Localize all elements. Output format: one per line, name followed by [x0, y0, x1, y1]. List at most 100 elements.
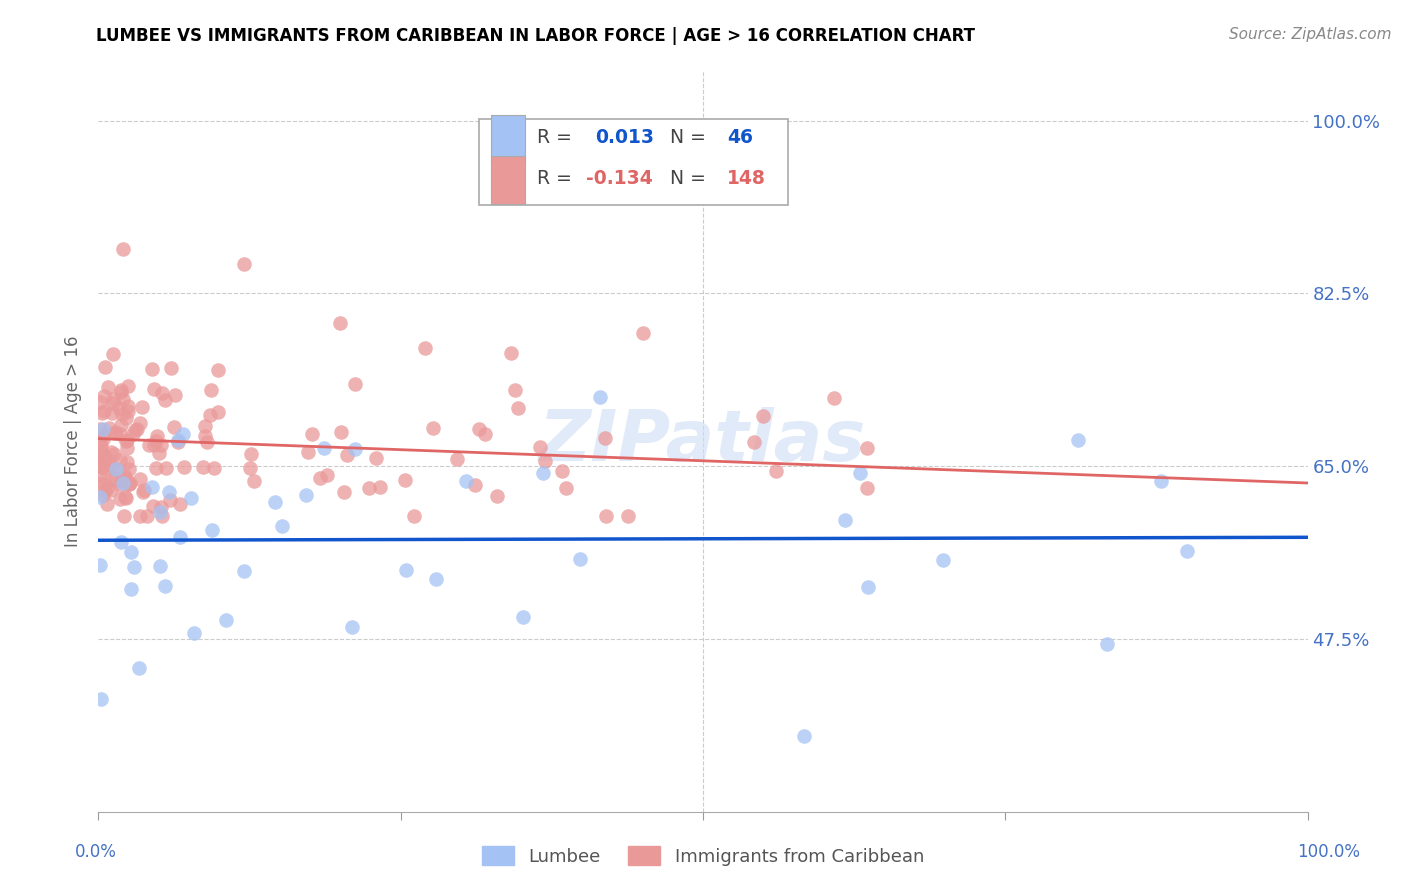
Point: [149, 505, 172, 519]
Point: [112, 508, 135, 523]
Point: [94, 462, 117, 476]
Point: [931, 553, 953, 567]
Point: [141, 480, 163, 494]
Point: [456, 474, 478, 488]
Point: [93, 458, 115, 472]
Point: [364, 451, 387, 466]
Point: [163, 419, 186, 434]
Point: [499, 346, 522, 360]
Point: [531, 467, 554, 481]
Point: [104, 462, 127, 476]
Point: [145, 434, 167, 449]
Point: [128, 508, 150, 523]
Point: [89, 558, 111, 572]
Point: [207, 363, 229, 377]
Point: [413, 341, 436, 355]
Text: 100.0%: 100.0%: [1298, 843, 1360, 861]
Point: [114, 470, 136, 484]
Point: [103, 395, 125, 409]
Point: [167, 434, 190, 448]
Point: [793, 729, 815, 743]
Legend: Lumbee, Immigrants from Caribbean: Lumbee, Immigrants from Caribbean: [474, 839, 932, 873]
Point: [101, 347, 124, 361]
Point: [93, 404, 115, 418]
Point: [89, 475, 111, 490]
Point: [329, 316, 352, 330]
Point: [474, 427, 496, 442]
Text: 0.013: 0.013: [595, 128, 654, 147]
Point: [110, 491, 132, 506]
Point: [104, 426, 127, 441]
Point: [135, 508, 157, 523]
Point: [215, 614, 238, 628]
Point: [107, 401, 129, 415]
Point: [588, 390, 610, 404]
Point: [202, 461, 225, 475]
FancyBboxPatch shape: [492, 156, 526, 204]
Text: R =: R =: [537, 169, 578, 188]
Point: [197, 435, 219, 450]
Point: [115, 433, 138, 447]
Point: [94, 359, 117, 374]
Point: [336, 448, 359, 462]
Point: [89, 467, 111, 482]
Point: [529, 440, 551, 454]
Point: [100, 483, 122, 498]
Point: [855, 441, 877, 455]
Point: [159, 493, 181, 508]
Point: [856, 580, 879, 594]
Point: [404, 508, 426, 523]
Point: [97, 380, 120, 394]
Point: [1097, 637, 1119, 651]
Point: [194, 418, 217, 433]
Point: [467, 422, 489, 436]
Point: [117, 404, 139, 418]
Point: [111, 242, 134, 256]
Point: [120, 544, 142, 558]
Point: [93, 428, 115, 442]
Point: [172, 426, 194, 441]
Point: [124, 423, 146, 437]
Point: [145, 461, 167, 475]
Point: [155, 392, 177, 407]
Point: [138, 438, 160, 452]
Point: [115, 441, 138, 455]
Text: LUMBEE VS IMMIGRANTS FROM CARIBBEAN IN LABOR FORCE | AGE > 16 CORRELATION CHART: LUMBEE VS IMMIGRANTS FROM CARIBBEAN IN L…: [96, 27, 974, 45]
Point: [94, 450, 117, 465]
Point: [90, 691, 112, 706]
Point: [200, 383, 222, 397]
Point: [368, 480, 391, 494]
Point: [485, 490, 508, 504]
Point: [446, 451, 468, 466]
Point: [110, 384, 132, 399]
Point: [110, 417, 132, 432]
Point: [132, 484, 155, 499]
Point: [569, 552, 592, 566]
Point: [115, 491, 138, 505]
Point: [93, 389, 115, 403]
Point: [91, 445, 114, 459]
Point: [91, 488, 114, 502]
Point: [512, 610, 534, 624]
Point: [148, 446, 170, 460]
Point: [330, 425, 353, 439]
Point: [167, 435, 190, 450]
Point: [593, 431, 616, 445]
Point: [91, 422, 114, 436]
Point: [752, 409, 775, 424]
Point: [508, 401, 530, 416]
Point: [117, 400, 139, 414]
Point: [101, 473, 124, 487]
Y-axis label: In Labor Force | Age > 16: In Labor Force | Age > 16: [65, 335, 83, 548]
Text: 0.0%: 0.0%: [75, 843, 117, 861]
Point: [1175, 544, 1198, 558]
Point: [848, 466, 870, 480]
Point: [301, 427, 323, 442]
Point: [120, 582, 142, 596]
Point: [194, 429, 217, 443]
FancyBboxPatch shape: [479, 120, 787, 204]
Point: [309, 471, 332, 485]
Point: [142, 500, 165, 514]
Point: [314, 441, 336, 455]
Point: [595, 508, 617, 523]
